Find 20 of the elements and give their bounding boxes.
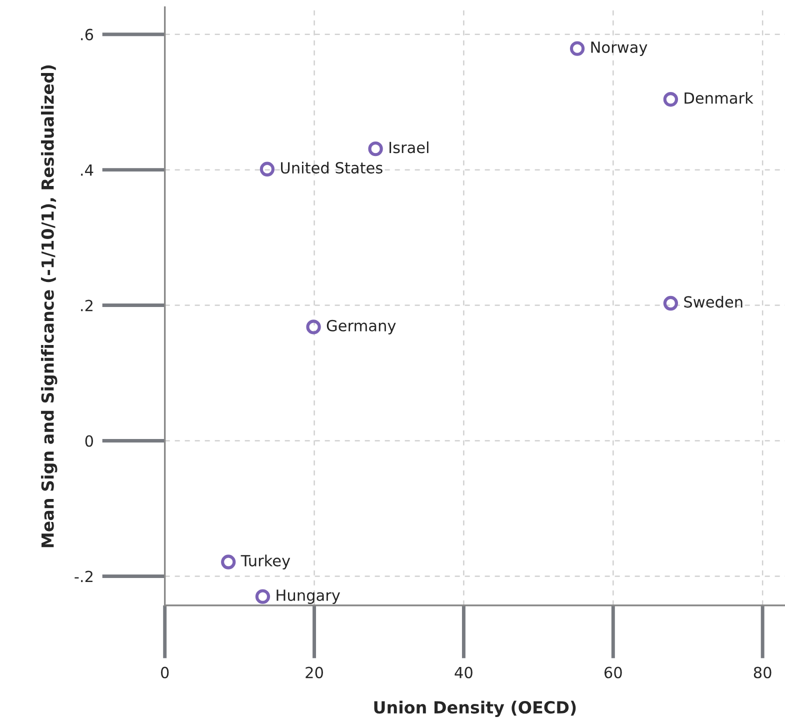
y-tick-label: .2	[81, 300, 92, 312]
x-axis-title: Union Density (OECD)	[374, 700, 576, 717]
y-tick-label: .6	[81, 28, 94, 40]
annotation: Denmark	[684, 92, 754, 104]
x-tick-label: 20	[306, 666, 323, 678]
x-tick-label: 80	[754, 666, 772, 678]
annotation: Hungary	[276, 590, 340, 604]
y-axis-title: Mean Sign and Significance (-1/10/1), Residualized)	[41, 65, 58, 548]
x-tick-label: 0	[160, 666, 169, 678]
annotation: Turkey	[240, 554, 290, 570]
y-tick-label: 0	[85, 435, 93, 447]
y-tick-label: .4	[81, 164, 94, 176]
annotation: United States	[281, 162, 382, 174]
annotation: Germany	[326, 320, 396, 334]
x-tick-label: 40	[454, 666, 472, 678]
y-tick-label: -.2	[74, 570, 92, 582]
x-tick-label: 60	[604, 666, 622, 678]
annotation: Israel	[390, 141, 428, 154]
annotation: Norway	[591, 42, 648, 56]
annotation: Sweden	[684, 296, 742, 308]
